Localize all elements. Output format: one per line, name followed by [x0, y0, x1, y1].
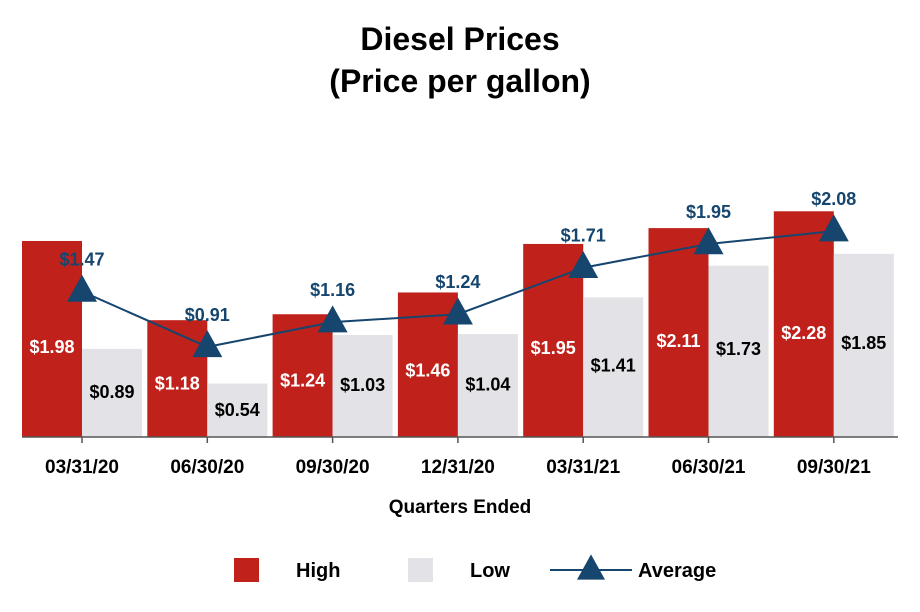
data-label-average-6: $2.08: [811, 189, 856, 209]
bar-high-5: [648, 228, 709, 437]
x-tick-label-3: 12/31/20: [421, 457, 495, 478]
bar-low-6: [833, 253, 894, 437]
data-label-high-5: $2.11: [656, 331, 700, 351]
bar-high-6: [773, 211, 834, 437]
data-label-high-4: $1.95: [531, 338, 576, 358]
bar-low-0: [82, 348, 142, 437]
average-marker-0: [67, 274, 97, 302]
chart-title-line-1: Diesel Prices: [360, 21, 559, 57]
legend-label-high: High: [296, 560, 340, 582]
x-tick-label-6: 09/30/21: [797, 457, 871, 478]
x-tick-label-0: 03/31/20: [45, 457, 119, 478]
data-label-average-4: $1.71: [561, 226, 606, 246]
chart-title-line-2: (Price per gallon): [329, 63, 590, 99]
average-marker-4: [568, 250, 599, 278]
bar-low-2: [332, 335, 393, 437]
x-tick-label-4: 03/31/21: [546, 457, 620, 478]
bar-high-0: [22, 240, 82, 437]
average-marker-5: [693, 227, 724, 255]
data-label-low-1: $0.54: [215, 400, 260, 420]
data-label-high-3: $1.46: [405, 361, 450, 381]
x-tick-label-2: 09/30/20: [296, 457, 370, 478]
data-label-high-0: $1.98: [29, 337, 74, 357]
data-label-average-5: $1.95: [686, 202, 731, 222]
data-label-low-0: $0.89: [89, 382, 134, 402]
x-tick-label-5: 06/30/21: [672, 457, 746, 478]
legend: High Low Average: [234, 554, 716, 582]
data-label-low-4: $1.41: [591, 355, 636, 375]
average-marker-2: [317, 305, 348, 333]
legend-swatch-low: [408, 558, 433, 582]
data-label-high-2: $1.24: [280, 371, 325, 391]
data-label-average-1: $0.91: [185, 305, 230, 325]
data-label-low-5: $1.73: [716, 339, 761, 359]
data-label-low-2: $1.03: [340, 375, 385, 395]
data-label-average-3: $1.24: [435, 272, 480, 292]
x-tick-label-1: 06/30/20: [170, 457, 244, 478]
average-marker-1: [192, 330, 223, 358]
bar-low-5: [708, 265, 769, 437]
bar-low-1: [207, 383, 268, 437]
legend-label-low: Low: [470, 560, 510, 582]
data-label-average-0: $1.47: [59, 249, 104, 269]
average-marker-6: [818, 214, 849, 242]
plot-area: $1.98 $0.89 03/31/20 $1.18 $0.54 06/30/20 $1.2…: [22, 189, 898, 478]
data-label-high-6: $2.28: [781, 323, 826, 343]
bar-high-1: [147, 320, 208, 437]
data-label-average-2: $1.16: [310, 280, 355, 300]
average-marker-3: [442, 297, 473, 325]
data-label-low-6: $1.85: [841, 333, 886, 353]
bar-low-4: [583, 297, 644, 437]
legend-marker-average: [577, 554, 605, 580]
data-label-low-3: $1.04: [465, 374, 510, 394]
legend-label-average: Average: [638, 560, 716, 582]
x-axis-title: Quarters Ended: [389, 497, 532, 518]
legend-swatch-high: [234, 558, 259, 582]
bar-low-3: [457, 334, 518, 437]
bar-high-2: [272, 314, 333, 437]
data-label-high-1: $1.18: [155, 373, 200, 393]
